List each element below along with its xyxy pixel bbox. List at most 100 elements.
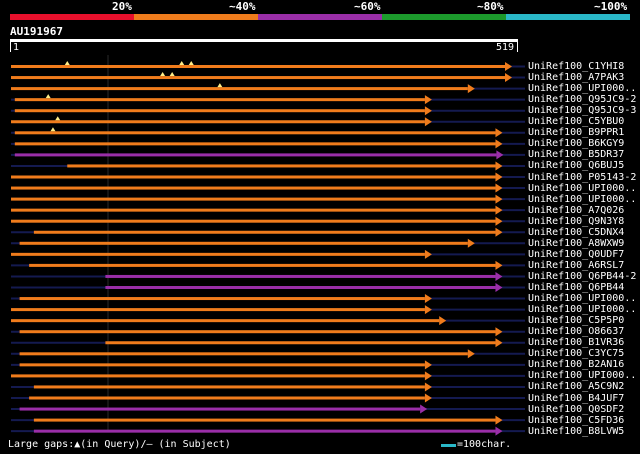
hit-end-arrow [467,84,475,94]
hit-bar [11,76,505,80]
hit-name[interactable]: UniRef100_A8WXW9 [528,237,625,249]
hit-name[interactable]: UniRef100_C3YC75 [528,348,625,360]
hit-bar [105,274,496,278]
hit-name[interactable]: UniRef100_UPI000.. [528,83,637,95]
hit-name[interactable]: UniRef100_B1VR36 [528,337,625,349]
legend-label-80: ~80% [477,0,504,13]
hit-name[interactable]: UniRef100_UPI000.. [528,293,637,305]
hit-name[interactable]: UniRef100_Q0SDF2 [528,403,625,415]
hit-end-arrow [424,95,432,105]
hit-bar [11,186,496,190]
hit-bar [19,407,421,411]
hit-name[interactable]: UniRef100_C5DNX4 [528,226,625,238]
hit-name[interactable]: UniRef100_B2AN16 [528,359,625,371]
query-gap-marker [217,83,223,88]
hit-bar [11,208,496,212]
hit-end-arrow [424,393,432,403]
hit-name[interactable]: UniRef100_Q9N3Y8 [528,215,625,227]
legend-label-40: ~40% [229,0,256,13]
hit-name[interactable]: UniRef100_UPI000.. [528,193,637,205]
query-gap-marker [160,72,166,77]
hit-bar [11,319,440,323]
hit-name[interactable]: UniRef100_B5DR37 [528,149,625,161]
hit-end-arrow [424,117,432,127]
hit-end-arrow [424,106,432,116]
hit-end-arrow [424,294,432,304]
query-gap-marker [64,61,70,65]
hit-name[interactable]: UniRef100_UPI000.. [528,304,637,316]
hit-name[interactable]: UniRef100_Q6BUJ5 [528,160,625,172]
hit-name[interactable]: UniRef100_P05143-2 [528,171,637,183]
query-scale-bar [10,39,518,42]
hit-bar [11,87,468,91]
hit-name[interactable]: UniRef100_O86637 [528,326,625,338]
hit-name[interactable]: UniRef100_B4JUF7 [528,392,625,404]
scale-start-label: 1 [13,42,20,53]
hit-bar [14,98,425,102]
query-gap-marker [45,94,51,99]
hit-end-arrow [495,194,503,204]
scale-start-tick [10,42,11,52]
query-gap-marker [188,61,194,65]
hit-name[interactable]: UniRef100_C1YHI8 [528,61,625,72]
scale-legend-bar [441,444,456,447]
hit-name[interactable]: UniRef100_B6KGY9 [528,138,625,150]
hit-end-arrow [495,415,503,425]
hit-end-arrow [495,183,503,193]
query-gap-marker [55,116,61,121]
hit-bar [33,429,496,433]
hit-end-arrow [424,382,432,392]
query-gap-marker [50,127,56,132]
hit-end-arrow [495,172,503,182]
legend-bar-20 [10,14,134,20]
hit-name[interactable]: UniRef100_Q95JC9-2 [528,94,637,106]
hit-end-arrow [495,139,503,149]
hit-bar [11,120,425,124]
hit-name[interactable]: UniRef100_A5C9N2 [528,381,625,393]
scale-end-tick [517,42,518,52]
hit-name[interactable]: UniRef100_C5YBU0 [528,116,625,128]
hit-name[interactable]: UniRef100_C5FD36 [528,414,625,426]
hit-bar [19,363,425,367]
hit-end-arrow [495,271,503,281]
hit-name[interactable]: UniRef100_A6RSL7 [528,259,625,271]
hit-end-arrow [424,360,432,370]
hit-name[interactable]: UniRef100_B8LVW5 [528,425,625,437]
hit-bar [19,352,468,356]
hit-name[interactable]: UniRef100_A7Q026 [528,204,625,216]
hit-bar [14,109,425,113]
hit-name[interactable]: UniRef100_UPI000.. [528,370,637,382]
hit-name[interactable]: UniRef100_Q6PB44-2 [528,270,637,282]
hit-bar [29,263,496,267]
hit-name[interactable]: UniRef100_B9PPR1 [528,127,625,139]
hit-name[interactable]: UniRef100_A7PAK3 [528,72,625,84]
hit-bar [14,131,496,135]
query-gap-marker [169,72,175,77]
hit-bar [14,142,496,146]
hit-bar [11,65,505,68]
hit-bar [11,197,496,201]
hit-end-arrow [495,338,503,348]
hit-name[interactable]: UniRef100_Q6PB44 [528,282,625,293]
hit-name[interactable]: UniRef100_Q95JC9-3 [528,105,637,117]
hit-end-arrow [505,62,512,71]
legend-label-100: ~100% [594,0,628,13]
hit-end-arrow [467,349,475,359]
hit-bar [33,230,496,234]
hit-end-arrow [505,73,512,83]
hit-name[interactable]: UniRef100_UPI000.. [528,182,637,194]
hit-bar [11,175,496,179]
legend-bar-40 [134,14,258,20]
hit-end-arrow [495,216,503,226]
hit-end-arrow [495,283,503,292]
hit-name[interactable]: UniRef100_Q0UDF7 [528,248,625,260]
legend-label-60: ~60% [354,0,381,13]
hit-bar [19,241,468,245]
hit-bar [11,219,496,223]
query-gap-marker [179,61,185,65]
hit-end-arrow [495,205,503,215]
hit-bar [105,341,496,345]
hit-name[interactable]: UniRef100_C5P5P0 [528,315,625,327]
hit-end-arrow [439,316,447,326]
gap-legend-text: Large gaps:▲(in Query)/‒ (in Subject) [8,439,231,450]
